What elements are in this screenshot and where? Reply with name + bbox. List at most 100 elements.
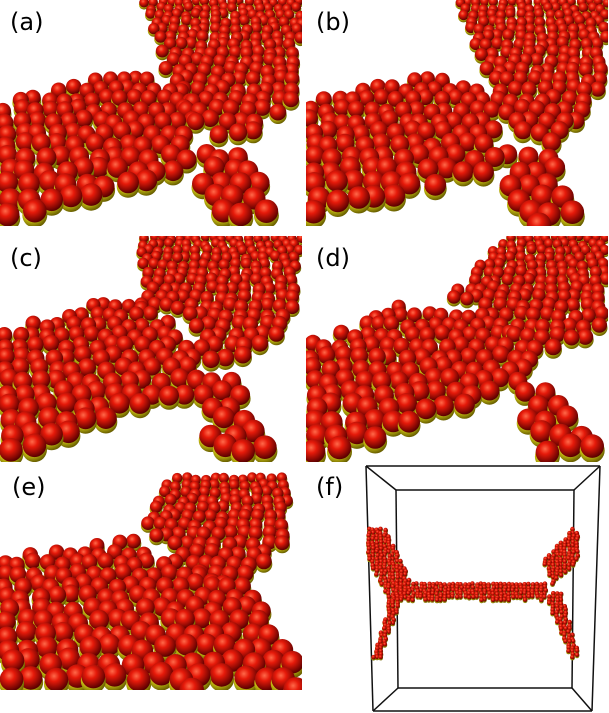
sphere-red bbox=[174, 608, 195, 629]
sphere-red bbox=[526, 244, 537, 255]
sphere-red bbox=[590, 81, 606, 97]
sphere-red bbox=[157, 89, 173, 106]
sphere-red bbox=[562, 632, 567, 637]
sphere-red bbox=[182, 306, 198, 321]
sphere-red bbox=[398, 410, 420, 433]
sphere-red bbox=[556, 405, 579, 428]
sphere-red bbox=[458, 591, 463, 596]
panel bbox=[306, 236, 608, 462]
sphere-red bbox=[216, 348, 235, 367]
sphere-red bbox=[530, 420, 553, 443]
sphere-red bbox=[363, 409, 386, 431]
sphere-red bbox=[562, 559, 567, 564]
sphere-red bbox=[204, 543, 220, 559]
sphere-red bbox=[237, 289, 252, 303]
sphere-red bbox=[75, 109, 93, 128]
sphere-red bbox=[370, 530, 376, 535]
sphere-red bbox=[554, 9, 565, 21]
sphere-red bbox=[406, 597, 411, 602]
sphere-red bbox=[44, 667, 69, 690]
panel-label: (e) bbox=[12, 473, 46, 501]
sphere-red bbox=[395, 597, 400, 602]
sphere-red bbox=[238, 14, 250, 26]
sphere-red bbox=[213, 433, 238, 458]
sphere-red bbox=[565, 297, 580, 313]
sphere-red bbox=[74, 407, 97, 430]
sphere-red bbox=[544, 338, 562, 356]
sphere-red bbox=[430, 597, 435, 602]
sphere-red bbox=[501, 273, 514, 286]
sphere-red bbox=[374, 562, 380, 567]
sphere-red bbox=[423, 597, 428, 602]
sphere-red bbox=[594, 305, 608, 321]
sphere-red bbox=[188, 318, 205, 334]
sphere-red bbox=[294, 31, 302, 44]
sphere-red bbox=[395, 575, 401, 580]
sphere-red bbox=[183, 1, 194, 12]
sphere-red bbox=[333, 324, 350, 341]
sphere-red bbox=[532, 288, 546, 302]
sphere-red bbox=[248, 525, 263, 540]
sphere-red bbox=[378, 654, 383, 660]
sphere-red bbox=[406, 581, 411, 587]
sphere-red bbox=[52, 621, 74, 643]
sphere-red bbox=[355, 370, 375, 390]
sphere-red bbox=[184, 36, 197, 50]
sphere-red bbox=[148, 257, 160, 270]
sphere-red bbox=[285, 299, 300, 315]
sphere-red bbox=[562, 620, 568, 625]
sphere-red bbox=[253, 99, 271, 116]
sphere-red bbox=[474, 587, 480, 593]
sphere-red bbox=[438, 593, 444, 599]
sphere-red bbox=[241, 495, 254, 508]
sphere-red bbox=[386, 584, 391, 590]
sphere-red bbox=[513, 121, 532, 140]
sphere-red bbox=[433, 395, 454, 417]
sphere-red bbox=[458, 9, 469, 21]
sphere-red bbox=[542, 132, 561, 152]
sphere-red bbox=[319, 120, 338, 139]
sphere-red bbox=[434, 591, 439, 597]
sphere-red bbox=[567, 546, 572, 552]
sphere-red bbox=[580, 434, 604, 458]
sphere-red bbox=[526, 588, 531, 593]
sphere-red bbox=[209, 125, 228, 144]
sphere-red bbox=[599, 272, 608, 285]
sphere-red bbox=[473, 161, 494, 183]
sphere-red bbox=[422, 585, 428, 590]
sphere-red bbox=[534, 16, 546, 28]
sphere-red bbox=[228, 45, 242, 59]
sphere-red bbox=[317, 346, 336, 364]
sphere-red bbox=[79, 183, 103, 206]
sphere-red bbox=[578, 2, 589, 13]
sphere-red bbox=[506, 597, 512, 603]
sphere-red bbox=[114, 563, 132, 581]
sphere-red bbox=[454, 594, 460, 600]
sphere-red bbox=[574, 536, 580, 542]
sphere-red bbox=[567, 639, 572, 644]
sphere-red bbox=[210, 14, 222, 26]
sphere-red bbox=[382, 565, 387, 570]
sphere-red bbox=[514, 305, 529, 321]
sphere-red bbox=[218, 259, 230, 271]
sphere-red bbox=[570, 562, 576, 567]
sphere-red bbox=[581, 308, 596, 323]
sphere-red bbox=[244, 121, 263, 140]
sphere-red bbox=[466, 590, 472, 596]
sphere-red bbox=[234, 665, 258, 690]
sphere-red bbox=[570, 553, 575, 558]
sphere-red bbox=[563, 626, 568, 631]
sphere-red bbox=[371, 315, 387, 331]
sphere-red bbox=[574, 556, 579, 562]
spheres bbox=[0, 472, 302, 690]
sphere-red bbox=[129, 306, 144, 322]
sphere-red bbox=[551, 594, 556, 599]
sphere-red bbox=[470, 584, 476, 590]
sphere-red bbox=[483, 100, 501, 118]
sphere-red bbox=[395, 568, 400, 574]
sphere-red bbox=[98, 633, 121, 656]
panel-label: (d) bbox=[316, 244, 350, 272]
sphere-red bbox=[590, 37, 604, 50]
sphere-red bbox=[518, 594, 523, 600]
